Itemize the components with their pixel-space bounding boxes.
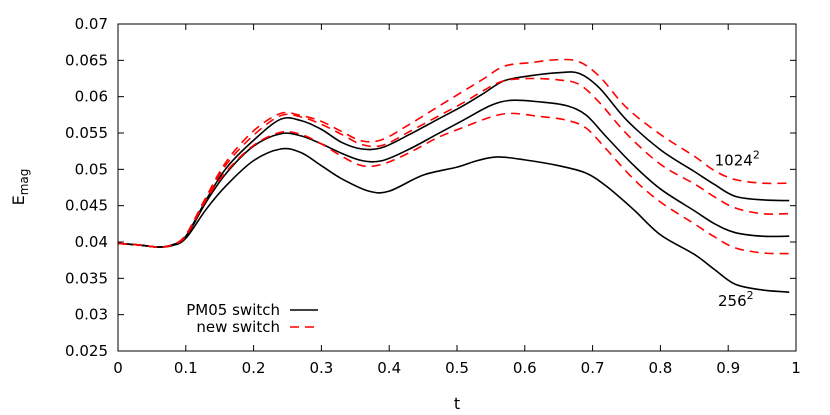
y-axis-label-base: E bbox=[9, 195, 28, 205]
y-tick-label: 0.05 bbox=[75, 160, 108, 178]
x-tick-label: 0.6 bbox=[513, 359, 537, 377]
y-tick-label: 0.045 bbox=[65, 197, 108, 215]
annotation-sup: 2 bbox=[747, 289, 754, 302]
y-tick-label: 0.03 bbox=[75, 306, 108, 324]
x-tick-label: 0.7 bbox=[581, 359, 605, 377]
legend-label: new switch bbox=[196, 318, 280, 336]
annotation-sup: 2 bbox=[753, 149, 760, 162]
x-tick-label: 0.9 bbox=[716, 359, 740, 377]
x-tick-label: 0.8 bbox=[648, 359, 672, 377]
series-annotation: 10242 bbox=[715, 149, 760, 170]
series-line-6 bbox=[117, 58, 790, 248]
y-tick-label: 0.04 bbox=[75, 233, 108, 251]
x-tick-label: 0.4 bbox=[377, 359, 401, 377]
series-line-2 bbox=[117, 99, 790, 248]
y-tick-label: 0.025 bbox=[65, 342, 108, 360]
annotation-base: 256 bbox=[718, 292, 747, 310]
x-tick-label: 1 bbox=[791, 359, 801, 377]
series-layer bbox=[117, 58, 790, 293]
y-tick-label: 0.055 bbox=[65, 124, 108, 142]
x-tick-label: 0.3 bbox=[309, 359, 333, 377]
y-tick-label: 0.06 bbox=[75, 88, 108, 106]
y-tick-label: 0.07 bbox=[75, 15, 108, 33]
series-line-1 bbox=[117, 147, 790, 293]
y-tick-label: 0.065 bbox=[65, 51, 108, 69]
x-axis-label: t bbox=[454, 394, 460, 413]
x-tick-label: 0.5 bbox=[445, 359, 469, 377]
legend-label: PM05 switch bbox=[186, 301, 280, 319]
series-annotation: 2562 bbox=[718, 289, 754, 310]
series-line-5 bbox=[117, 77, 790, 248]
annotation-base: 1024 bbox=[715, 152, 753, 170]
axis-ticks: 0 0.1 0.2 0.3 0.4 0.5 0.6 0.7 0.8 0.9 1 0.025 0.03 0.… bbox=[65, 15, 801, 377]
y-axis-label-sub: mag bbox=[17, 169, 31, 196]
x-tick-label: 0.2 bbox=[242, 359, 266, 377]
y-axis-label: Emag bbox=[9, 169, 31, 206]
y-tick-label: 0.035 bbox=[65, 269, 108, 287]
x-tick-label: 0 bbox=[113, 359, 123, 377]
x-tick-label: 0.1 bbox=[174, 359, 198, 377]
